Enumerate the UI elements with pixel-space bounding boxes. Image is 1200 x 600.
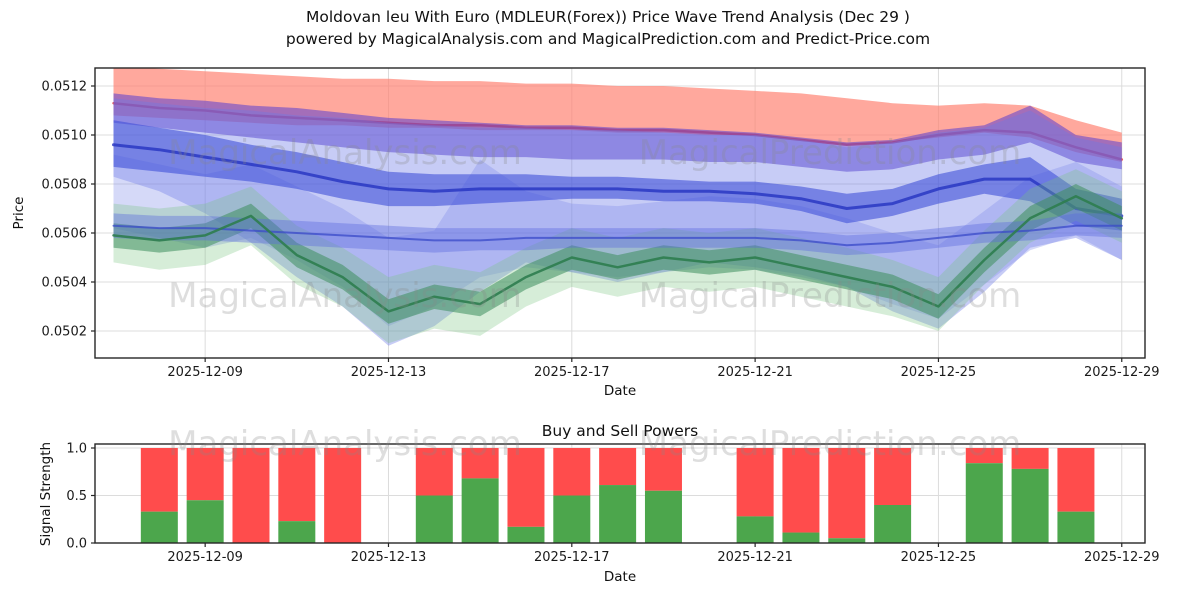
sell-power-bar [186,448,224,501]
buy-power-bar [461,478,499,543]
buy-power-bar [828,538,866,543]
x-tick-label: 2025-12-09 [167,365,243,380]
y-tick-label: 0.0508 [42,178,88,193]
buy-power-bar [140,511,178,543]
x-tick-label: 2025-12-21 [717,550,793,565]
sell-power-bar [736,448,774,517]
chart-title-line2: powered by MagicalAnalysis.com and Magic… [285,30,931,48]
x-tick-label: 2025-12-21 [717,365,793,380]
buy-power-bar [644,490,682,543]
watermark-text: MagicalPrediction.com [639,276,1022,316]
y-tick-label: 0.0506 [42,227,88,242]
x-tick-label: 2025-12-09 [167,550,243,565]
sell-power-bar [232,448,270,543]
y-tick-label: 0.0502 [42,325,88,340]
violet-band [113,93,1122,172]
blue-trend-line [112,143,1124,218]
sell-power-bar [507,448,545,527]
x-tick-label: 2025-12-25 [901,365,977,380]
x-tick-label: 2025-12-13 [351,550,427,565]
y-tick-label: 0.0 [66,537,87,552]
sell-power-bar [782,448,820,533]
y-tick-label: 0.0510 [42,129,88,144]
date-axis-label-top: Date [603,383,637,399]
sell-power-bar [1011,448,1049,469]
buy-power-bar [736,516,774,543]
buy-power-bar [1011,468,1049,543]
x-tick-label: 2025-12-25 [901,550,977,565]
sell-power-bar [1057,448,1095,512]
signal-plot-area [140,448,1095,543]
watermark-text: MagicalAnalysis.com [168,276,522,316]
green-band-core [113,184,1122,324]
buy-power-bar [782,532,820,543]
sell-power-bar [553,448,591,496]
buy-power-bar [186,500,224,543]
green-price-line [112,194,1124,313]
price-axis-label: Price [11,196,27,230]
resistance-band-red [113,68,1122,162]
x-tick-label: 2025-12-13 [351,365,427,380]
sell-power-bar [140,448,178,512]
y-tick-label: 0.0512 [42,80,88,95]
watermark-text: MagicalPrediction.com [639,424,1022,464]
buy-power-bar [507,526,545,543]
x-tick-label: 2025-12-17 [534,550,610,565]
y-tick-label: 0.5 [66,489,87,504]
signal-axis-label: Signal Strength [38,441,54,547]
sell-power-bar [644,448,682,491]
sell-power-bar [461,448,499,479]
y-tick-label: 1.0 [66,442,87,457]
x-tick-label: 2025-12-29 [1084,550,1160,565]
x-tick-label: 2025-12-17 [534,365,610,380]
watermark-text: MagicalPrediction.com [639,133,1022,173]
watermark-text: MagicalAnalysis.com [168,424,522,464]
blue-band-core [113,120,1122,231]
chart-title-line1: Moldovan leu With Euro (MDLEUR(Forex)) P… [306,8,910,26]
price-plot-area [112,68,1124,346]
axes-spine [94,67,1146,359]
buy-power-bar [278,521,316,543]
y-tick-label: 0.0504 [42,276,88,291]
signal-chart-title: Buy and Sell Powers [541,422,699,440]
x-tick-label: 2025-12-29 [1084,365,1160,380]
sell-power-bar [828,448,866,539]
watermark-text: MagicalAnalysis.com [168,133,522,173]
sell-power-bar [965,448,1003,464]
buy-power-bar [874,505,912,543]
axes-spine [94,443,1146,544]
buy-power-bar [965,463,1003,543]
buy-power-bar [415,495,453,543]
sell-power-bar [278,448,316,522]
sell-power-bar [874,448,912,505]
buy-power-bar [1057,511,1095,543]
sell-power-bar [415,448,453,496]
date-axis-label-bottom: Date [603,569,637,585]
sell-power-bar [599,448,637,486]
sell-power-bar [324,448,362,543]
buy-power-bar [553,495,591,543]
blue-support-line [112,224,1123,247]
buy-power-bar [599,485,637,543]
